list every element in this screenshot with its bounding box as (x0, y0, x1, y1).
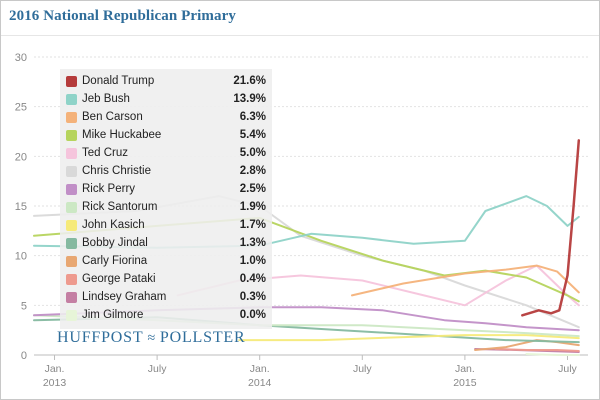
legend-swatch (66, 292, 77, 303)
legend-item[interactable]: Bobby Jindal 1.3% (66, 235, 266, 252)
legend-name: Jeb Bush (82, 93, 130, 105)
legend-swatch (66, 184, 77, 195)
series-line-ben-carson (351, 264, 580, 297)
brand-right: POLLSTER (159, 329, 246, 346)
legend-item[interactable]: Lindsey Graham 0.3% (66, 289, 266, 306)
x-tick-label-0: Jan. (45, 363, 65, 375)
legend-name: Carly Fiorina (82, 255, 148, 267)
legend-value: 0.3% (239, 291, 266, 303)
legend-item[interactable]: John Kasich 1.7% (66, 217, 266, 234)
legend-item[interactable]: Rick Perry 2.5% (66, 181, 266, 198)
x-tick-label-4: Jan. (455, 363, 475, 375)
legend-swatch (66, 238, 77, 249)
legend-value: 5.0% (239, 147, 266, 159)
y-tick-label-25: 25 (15, 102, 27, 114)
legend-item[interactable]: Carly Fiorina 1.0% (66, 253, 266, 270)
legend-name: Donald Trump (82, 75, 155, 87)
legend-swatch (66, 274, 77, 285)
legend-swatch (66, 202, 77, 213)
legend-value: 1.9% (239, 201, 266, 213)
legend-swatch (66, 148, 77, 159)
legend-swatch (66, 220, 77, 231)
legend-swatch (66, 256, 77, 267)
legend-item[interactable]: Rick Santorum 1.9% (66, 199, 266, 216)
y-tick-label-0: 0 (21, 350, 27, 362)
legend-item[interactable]: Donald Trump 21.6% (66, 73, 266, 90)
legend-item[interactable]: Chris Christie 2.8% (66, 163, 266, 180)
legend-swatch (66, 310, 77, 321)
chart-title: 2016 National Republican Primary (9, 8, 236, 24)
legend-name: Bobby Jindal (82, 237, 148, 249)
legend-item[interactable]: Ted Cruz 5.0% (66, 145, 266, 162)
series-line-jim-gilmore (525, 353, 580, 356)
x-tick-label-5: July (558, 363, 577, 375)
legend-name: Ted Cruz (82, 147, 129, 159)
legend-name: Lindsey Graham (82, 291, 167, 303)
y-tick-label-20: 20 (15, 151, 27, 163)
pollster-logo: HUFFPOST ≈ POLLSTER (57, 329, 245, 347)
legend-swatch (66, 112, 77, 123)
y-tick-label-10: 10 (15, 251, 27, 263)
legend-swatch (66, 76, 77, 87)
legend-value: 2.5% (239, 183, 266, 195)
legend-value: 13.9% (233, 93, 266, 105)
legend-swatch (66, 94, 77, 105)
series-line-john-kasich (238, 334, 580, 342)
legend-name: John Kasich (82, 219, 145, 231)
y-tick-label-15: 15 (15, 201, 27, 213)
series-line-george-pataki (494, 348, 580, 352)
legend-item[interactable]: Mike Huckabee 5.4% (66, 127, 266, 144)
legend-swatch (66, 130, 77, 141)
legend: Donald Trump 21.6% Jeb Bush 13.9% Ben Carson… (60, 69, 272, 329)
legend-value: 0.4% (239, 273, 266, 285)
x-tick-year-2: 2014 (248, 377, 272, 389)
legend-name: Rick Perry (82, 183, 136, 195)
legend-item[interactable]: Jim Gilmore 0.0% (66, 307, 266, 324)
x-tick-label-1: July (148, 363, 167, 375)
legend-name: George Pataki (82, 273, 156, 285)
legend-item[interactable]: Jeb Bush 13.9% (66, 91, 266, 108)
legend-name: Ben Carson (82, 111, 143, 123)
brand-left: HUFFPOST (57, 329, 144, 346)
x-tick-label-3: July (353, 363, 372, 375)
y-tick-label-5: 5 (21, 300, 27, 312)
legend-value: 1.3% (239, 237, 266, 249)
legend-item[interactable]: Ben Carson 6.3% (66, 109, 266, 126)
pollster-swoosh-icon: ≈ (147, 331, 156, 346)
series-line-donald-trump (521, 139, 581, 317)
legend-value: 0.0% (239, 309, 266, 321)
legend-name: Rick Santorum (82, 201, 158, 213)
legend-swatch (66, 166, 77, 177)
title-divider (1, 35, 599, 36)
legend-value: 1.7% (239, 219, 266, 231)
legend-value: 2.8% (239, 165, 266, 177)
legend-value: 21.6% (233, 75, 266, 87)
legend-name: Mike Huckabee (82, 129, 162, 141)
x-tick-label-2: Jan. (250, 363, 270, 375)
x-tick-year-0: 2013 (43, 377, 67, 389)
legend-value: 1.0% (239, 255, 266, 267)
legend-value: 6.3% (239, 111, 266, 123)
y-tick-label-30: 30 (15, 52, 27, 64)
legend-name: Jim Gilmore (82, 309, 144, 321)
x-tick-year-4: 2015 (453, 377, 477, 389)
legend-item[interactable]: George Pataki 0.4% (66, 271, 266, 288)
legend-value: 5.4% (239, 129, 266, 141)
legend-name: Chris Christie (82, 165, 152, 177)
